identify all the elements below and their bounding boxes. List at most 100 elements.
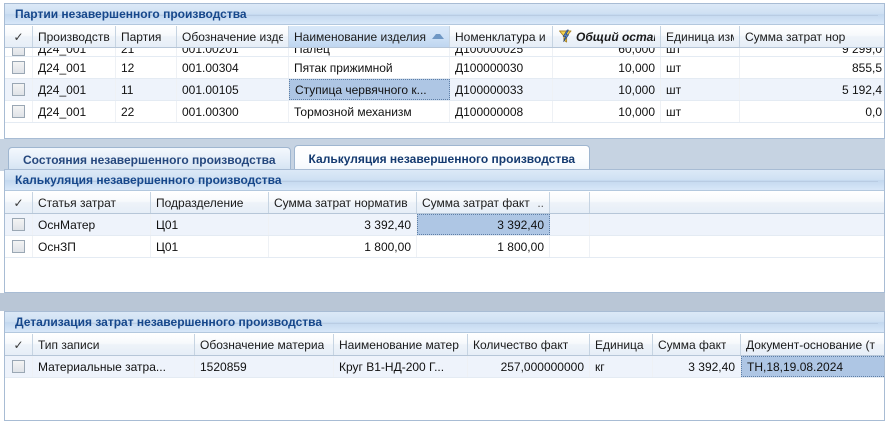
row-checkbox[interactable] — [12, 61, 25, 74]
batches-row-checkbox-cell[interactable] — [5, 57, 33, 78]
costing-cell-fact[interactable]: 1 800,00 — [417, 236, 550, 257]
batches-cell-rest[interactable]: 10,000 — [553, 57, 661, 78]
row-checkbox[interactable] — [12, 218, 25, 231]
tab-wip-states[interactable]: Состояния незавершенного производства — [8, 147, 291, 171]
detail-cell-qty[interactable]: 257,000000000 — [468, 356, 590, 377]
detail-column-header-matdes[interactable]: Обозначение материа — [195, 334, 334, 355]
row-checkbox[interactable] — [12, 240, 25, 253]
detail-cell-type[interactable]: Материальные затра... — [33, 356, 195, 377]
costing-column-header-subdiv[interactable]: Подразделение — [151, 192, 269, 213]
costing-cell-fact[interactable]: 3 392,40 — [417, 214, 550, 235]
checkmark-icon[interactable]: ✓ — [13, 29, 24, 44]
detail-cell-sum[interactable]: 3 392,40 — [653, 356, 741, 377]
detail-column-header-matname[interactable]: Наименование матер — [334, 334, 468, 355]
batches-cell-name[interactable]: Ступица червячного к... — [289, 79, 450, 100]
batches-column-header-prod[interactable]: Производствен — [33, 26, 116, 47]
batches-row-checkbox-cell[interactable] — [5, 48, 33, 56]
costing-cell-item[interactable]: ОснМатер — [33, 214, 151, 235]
costing-column-header-fact[interactable]: Сумма затрат факт.. — [417, 192, 550, 213]
batches-column-header-name[interactable]: Наименование изделия — [289, 26, 450, 47]
batches-cell-nomen[interactable]: Д100000025 — [450, 48, 553, 56]
batches-grid[interactable]: ✓ Производствен Партия Обозначение изде Наим… — [5, 26, 884, 138]
costing-cell-subdiv[interactable]: Ц01 — [151, 236, 269, 257]
batches-column-header-batch[interactable]: Партия — [116, 26, 177, 47]
batches-cell-name[interactable]: Палец — [289, 48, 450, 56]
costing-cell-norm[interactable]: 3 392,40 — [269, 214, 417, 235]
costing-row[interactable]: ОснЗП Ц01 1 800,00 1 800,00 — [5, 236, 884, 258]
detail-cell-doc[interactable]: ТН,18,19.08.2024 — [741, 356, 884, 377]
detail-cell-matname[interactable]: Круг В1-НД-200 Г... — [334, 356, 468, 377]
costing-grid[interactable]: ✓ Статья затрат Подразделение Сумма затрат … — [5, 192, 884, 292]
batches-cell-rest[interactable]: 60,000 — [553, 48, 661, 56]
batches-cell-sumnorm[interactable]: 5 192,4 — [740, 79, 884, 100]
costing-cell-norm[interactable]: 1 800,00 — [269, 236, 417, 257]
batches-row[interactable]: Д24_001 11 001.00105 Ступица червячного к..… — [5, 79, 884, 101]
batches-row-checkbox-cell[interactable] — [5, 101, 33, 122]
costing-grid-body[interactable]: ОснМатер Ц01 3 392,40 3 392,40 ОснЗП Ц01 1 800… — [5, 214, 884, 258]
batches-cell-unit[interactable]: шт — [661, 79, 740, 100]
batches-cell-prod[interactable]: Д24_001 — [33, 101, 116, 122]
batches-cell-rest[interactable]: 10,000 — [553, 79, 661, 100]
costing-column-header-norm[interactable]: Сумма затрат норматив — [269, 192, 417, 213]
tabstrip[interactable]: Состояния незавершенного производства Кал… — [8, 143, 878, 171]
batches-row[interactable]: Д24_001 22 001.00300 Тормозной механизм Д100… — [5, 101, 884, 123]
batches-cell-unit[interactable]: шт — [661, 101, 740, 122]
batches-cell-prod[interactable]: Д24_001 — [33, 57, 116, 78]
detail-cell-unit[interactable]: кг — [590, 356, 653, 377]
detail-row-checkbox-cell[interactable] — [5, 356, 33, 377]
tab-wip-costing[interactable]: Калькуляция незавершенного производства — [293, 145, 591, 171]
sort-ascending-icon[interactable] — [432, 34, 444, 39]
costing-column-header-check[interactable]: ✓ — [5, 192, 33, 213]
batches-cell-desig[interactable]: 001.00304 — [177, 57, 289, 78]
batches-cell-sumnorm[interactable]: 0,0 — [740, 101, 884, 122]
batches-cell-batch[interactable]: 11 — [116, 79, 177, 100]
batches-cell-unit[interactable]: шт — [661, 57, 740, 78]
batches-row[interactable]: Д24_001 21 001.00201 Палец Д100000025 60,000 ш… — [5, 48, 884, 57]
batches-cell-name[interactable]: Тормозной механизм — [289, 101, 450, 122]
batches-cell-desig[interactable]: 001.00201 — [177, 48, 289, 56]
detail-grid[interactable]: ✓ Тип записи Обозначение материа Наименован… — [5, 334, 884, 420]
batches-cell-unit[interactable]: шт — [661, 48, 740, 56]
batches-row-checkbox-cell[interactable] — [5, 79, 33, 100]
batches-column-header-desig[interactable]: Обозначение изде — [177, 26, 289, 47]
batches-cell-batch[interactable]: 12 — [116, 57, 177, 78]
batches-column-header-nomen[interactable]: Номенклатура и — [450, 26, 553, 47]
batches-cell-batch[interactable]: 21 — [116, 48, 177, 56]
row-checkbox[interactable] — [12, 105, 25, 118]
checkmark-icon[interactable]: ✓ — [13, 337, 24, 352]
detail-column-header-doc[interactable]: Документ-основание (т — [741, 334, 884, 355]
checkmark-icon[interactable]: ✓ — [13, 195, 24, 210]
batches-cell-desig[interactable]: 001.00300 — [177, 101, 289, 122]
filter-lightning-icon[interactable] — [558, 29, 573, 44]
batches-column-header-unit[interactable]: Единица изм — [661, 26, 740, 47]
row-checkbox[interactable] — [12, 360, 25, 373]
batches-cell-prod[interactable]: Д24_001 — [33, 48, 116, 56]
costing-cell-pad[interactable] — [550, 214, 590, 235]
batches-column-header-sumnorm[interactable]: Сумма затрат нор — [740, 26, 884, 47]
detail-cell-matdes[interactable]: 1520859 — [195, 356, 334, 377]
costing-cell-item[interactable]: ОснЗП — [33, 236, 151, 257]
detail-column-header-type[interactable]: Тип записи — [33, 334, 195, 355]
costing-row-checkbox-cell[interactable] — [5, 236, 33, 257]
batches-column-header-check[interactable]: ✓ — [5, 26, 33, 47]
batches-cell-batch[interactable]: 22 — [116, 101, 177, 122]
batches-cell-nomen[interactable]: Д100000008 — [450, 101, 553, 122]
batches-cell-desig[interactable]: 001.00105 — [177, 79, 289, 100]
batches-cell-rest[interactable]: 10,000 — [553, 101, 661, 122]
batches-cell-sumnorm[interactable]: 855,5 — [740, 57, 884, 78]
batches-grid-body[interactable]: Д24_001 21 001.00201 Палец Д100000025 60,000 ш… — [5, 48, 884, 123]
costing-column-header-item[interactable]: Статья затрат — [33, 192, 151, 213]
batches-cell-nomen[interactable]: Д100000033 — [450, 79, 553, 100]
batches-cell-sumnorm[interactable]: 9 299,0 — [740, 48, 884, 56]
batches-column-header-rest[interactable]: Общий остат — [553, 26, 661, 47]
costing-row-checkbox-cell[interactable] — [5, 214, 33, 235]
detail-column-header-unit[interactable]: Единица — [590, 334, 653, 355]
row-checkbox[interactable] — [12, 48, 25, 56]
batches-row[interactable]: Д24_001 12 001.00304 Пятак прижимной Д100000… — [5, 57, 884, 79]
costing-cell-pad[interactable] — [550, 236, 590, 257]
costing-cell-subdiv[interactable]: Ц01 — [151, 214, 269, 235]
detail-grid-body[interactable]: Материальные затра... 1520859 Круг В1-НД-2… — [5, 356, 884, 378]
batches-cell-nomen[interactable]: Д100000030 — [450, 57, 553, 78]
batches-cell-name[interactable]: Пятак прижимной — [289, 57, 450, 78]
detail-column-header-sum[interactable]: Сумма факт — [653, 334, 741, 355]
